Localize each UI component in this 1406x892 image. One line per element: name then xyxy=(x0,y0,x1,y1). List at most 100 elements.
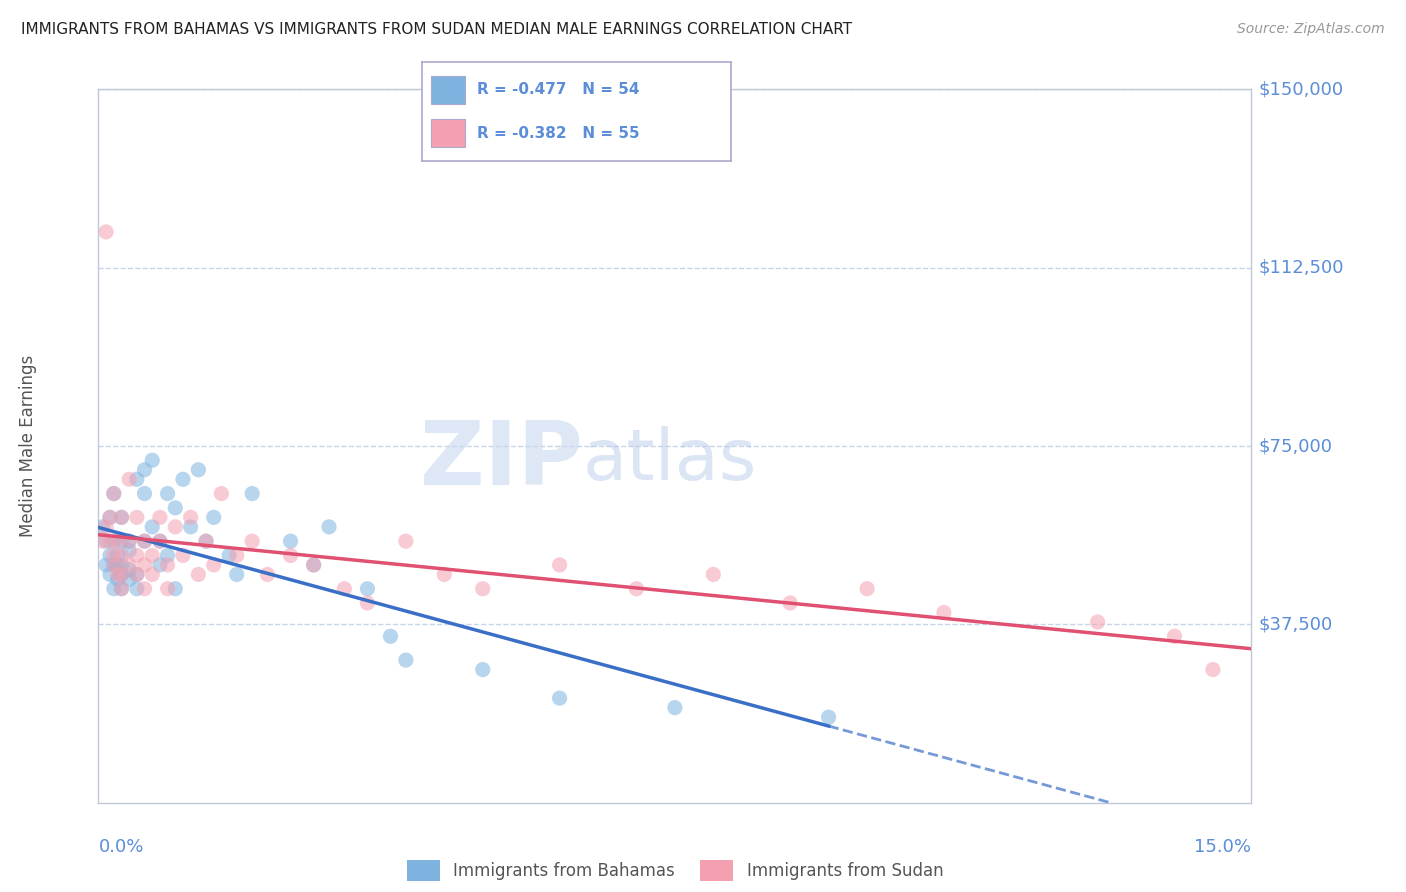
Point xyxy=(380,629,402,643)
Text: $37,500: $37,500 xyxy=(1258,615,1333,633)
Point xyxy=(172,549,194,563)
Point xyxy=(110,510,132,524)
Text: IMMIGRANTS FROM BAHAMAS VS IMMIGRANTS FROM SUDAN MEDIAN MALE EARNINGS CORRELATIO: IMMIGRANTS FROM BAHAMAS VS IMMIGRANTS FR… xyxy=(21,22,852,37)
Point xyxy=(856,582,879,596)
Point xyxy=(103,534,125,549)
Point xyxy=(333,582,356,596)
Point xyxy=(134,463,156,477)
Point xyxy=(302,558,325,572)
Point xyxy=(702,567,724,582)
Point xyxy=(125,510,148,524)
Point xyxy=(118,563,141,577)
Point xyxy=(94,225,117,239)
Point xyxy=(141,549,163,563)
Point xyxy=(209,486,232,500)
Point xyxy=(103,486,125,500)
Point xyxy=(165,520,187,534)
Point xyxy=(180,520,202,534)
Point xyxy=(280,534,302,549)
Point xyxy=(156,549,179,563)
Point xyxy=(110,549,132,563)
Point xyxy=(91,534,114,549)
Point xyxy=(240,486,263,500)
Bar xyxy=(432,120,465,147)
Point xyxy=(107,549,129,563)
Point xyxy=(98,549,121,563)
Point xyxy=(98,510,121,524)
Point xyxy=(110,558,132,572)
Point xyxy=(118,543,141,558)
Text: R = -0.477   N = 54: R = -0.477 N = 54 xyxy=(478,82,640,97)
Point xyxy=(107,558,129,572)
Text: Source: ZipAtlas.com: Source: ZipAtlas.com xyxy=(1237,22,1385,37)
Point xyxy=(125,582,148,596)
Text: 15.0%: 15.0% xyxy=(1194,838,1251,856)
Point xyxy=(187,463,209,477)
Point xyxy=(149,510,172,524)
Point xyxy=(1163,629,1185,643)
Point xyxy=(817,710,839,724)
Text: $150,000: $150,000 xyxy=(1258,80,1344,98)
Point xyxy=(149,558,172,572)
Point xyxy=(110,567,132,582)
Point xyxy=(318,520,340,534)
Point xyxy=(110,510,132,524)
Text: atlas: atlas xyxy=(582,425,756,495)
Point xyxy=(125,567,148,582)
Point xyxy=(356,582,378,596)
Point xyxy=(134,486,156,500)
Legend: Immigrants from Bahamas, Immigrants from Sudan: Immigrants from Bahamas, Immigrants from… xyxy=(399,854,950,888)
Text: $75,000: $75,000 xyxy=(1258,437,1333,455)
Point xyxy=(779,596,801,610)
Point xyxy=(1202,663,1225,677)
Point xyxy=(356,596,378,610)
Point xyxy=(156,582,179,596)
Point xyxy=(107,534,129,549)
Text: ZIP: ZIP xyxy=(420,417,582,504)
Point xyxy=(141,520,163,534)
Point xyxy=(118,534,141,549)
Point xyxy=(433,567,456,582)
Point xyxy=(1087,615,1109,629)
Text: R = -0.382   N = 55: R = -0.382 N = 55 xyxy=(478,126,640,141)
Point xyxy=(302,558,325,572)
Point xyxy=(218,549,240,563)
Point xyxy=(98,510,121,524)
Point xyxy=(664,700,686,714)
Point xyxy=(225,567,247,582)
Point xyxy=(91,520,114,534)
Point xyxy=(98,567,121,582)
Point xyxy=(195,534,218,549)
Point xyxy=(180,510,202,524)
Point xyxy=(256,567,278,582)
Point xyxy=(548,691,571,706)
Point xyxy=(103,549,125,563)
Point xyxy=(626,582,648,596)
Point xyxy=(932,606,955,620)
Point xyxy=(149,534,172,549)
Point xyxy=(141,453,163,467)
Point xyxy=(134,534,156,549)
Point xyxy=(103,582,125,596)
Point xyxy=(156,486,179,500)
Point xyxy=(395,653,418,667)
Point xyxy=(118,472,141,486)
Point xyxy=(187,567,209,582)
Point xyxy=(165,582,187,596)
Text: Median Male Earnings: Median Male Earnings xyxy=(20,355,37,537)
Point xyxy=(172,472,194,486)
Point xyxy=(94,534,117,549)
Point xyxy=(118,534,141,549)
Point xyxy=(94,558,117,572)
Text: 0.0%: 0.0% xyxy=(98,838,143,856)
Text: $112,500: $112,500 xyxy=(1258,259,1344,277)
Point xyxy=(280,549,302,563)
Point xyxy=(156,558,179,572)
Point xyxy=(118,558,141,572)
Point xyxy=(107,572,129,586)
Point xyxy=(134,582,156,596)
Point xyxy=(125,472,148,486)
Point xyxy=(141,567,163,582)
Point xyxy=(103,558,125,572)
Point xyxy=(107,567,129,582)
